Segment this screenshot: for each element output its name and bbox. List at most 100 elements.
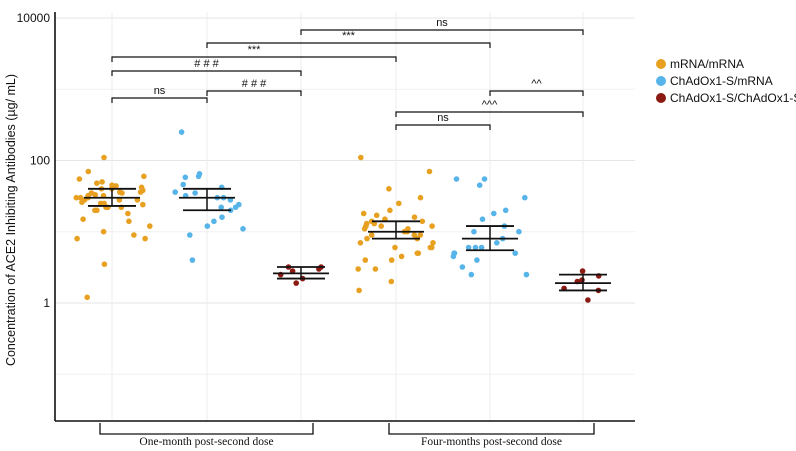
group-bracket [99,423,314,435]
significance-label: # # # [194,58,219,70]
data-point [361,226,368,232]
data-point [368,218,375,225]
group-brackets: One-month post-second dose Four-months po… [99,423,595,448]
data-point [512,250,518,256]
data-point [80,216,86,222]
significance-label: ^^^ [482,99,498,111]
data-point [178,129,185,135]
data-point [430,240,436,246]
significance-bracket [111,56,397,62]
significance-bracket [395,124,491,130]
data-point [479,216,486,222]
data-point [113,183,119,189]
data-point [481,176,488,182]
data-point [472,244,479,251]
data-point [378,223,385,229]
data-point [502,207,509,214]
data-point [426,168,433,175]
data-point [427,244,434,251]
legend: mRNA/mRNA ChAdOx1-S/mRNA ChAdOx1-S/ChAdOx1… [656,57,796,105]
significance-label: ns [154,85,166,97]
data-point [172,189,178,195]
data-point [180,181,186,188]
data-point [396,200,402,207]
data-point [99,179,105,185]
legend-label: ChAdOx1-S/mRNA [670,74,773,88]
data-point [73,194,80,201]
data-point [386,186,392,192]
data-point [468,271,475,278]
grid-lines [55,12,635,421]
data-point [131,232,137,238]
data-point [358,154,364,161]
data-point [195,173,202,180]
data-point [140,201,146,208]
data-point [362,257,369,263]
legend-marker [656,93,666,103]
data-point [101,261,108,268]
axes [54,12,635,422]
significance-label: # # # [242,78,267,90]
data-point [478,244,485,251]
data-point [579,268,586,274]
data-point [356,287,362,294]
significance-bracket [300,29,584,35]
data-point [289,268,296,274]
data-point [373,212,380,219]
data-point [388,257,395,263]
mean-ci-bars [84,187,611,292]
data-point [74,235,80,242]
significance-bracket [395,111,584,117]
data-point [429,223,435,229]
data-point [398,253,405,260]
data-point [77,194,84,201]
y-tick-label: 1 [43,296,50,310]
data-point [100,228,107,235]
data-point [419,218,426,225]
data-point [453,176,460,182]
data-point [125,210,131,217]
data-point [415,250,422,256]
legend-marker [656,59,666,69]
data-point [411,214,418,220]
y-tick-label: 10000 [17,11,51,25]
data-point [189,257,196,263]
group-label: One-month post-second dose [139,436,273,448]
group-label: Four-months post-second dose [421,436,562,448]
data-point [411,232,418,238]
significance-bracket [111,70,302,76]
data-point [465,244,472,251]
legend-marker [656,76,666,86]
data-point [97,200,104,207]
significance-label: *** [342,30,356,42]
data-point [187,232,193,238]
data-point [355,266,362,272]
data-point [522,194,528,201]
data-point [119,190,125,196]
y-tick-label: 100 [30,153,50,167]
data-point [357,240,364,246]
data-points [73,129,602,303]
data-point [218,204,224,211]
y-tick-labels: 1 100 10000 [17,11,51,310]
data-point [84,294,90,301]
data-point [142,235,148,242]
data-point [137,189,144,195]
significance-label: ns [436,17,448,29]
significance-label: ns [437,112,449,124]
data-point [363,220,370,227]
data-point [494,240,500,246]
data-point [364,235,370,242]
data-point [92,207,98,214]
data-point [417,194,424,201]
data-point [491,210,497,217]
data-point [76,176,83,182]
data-point [192,190,198,196]
data-point [459,264,466,270]
data-point [516,228,522,235]
data-point [474,257,480,263]
data-point [94,180,100,186]
data-point [92,192,99,198]
